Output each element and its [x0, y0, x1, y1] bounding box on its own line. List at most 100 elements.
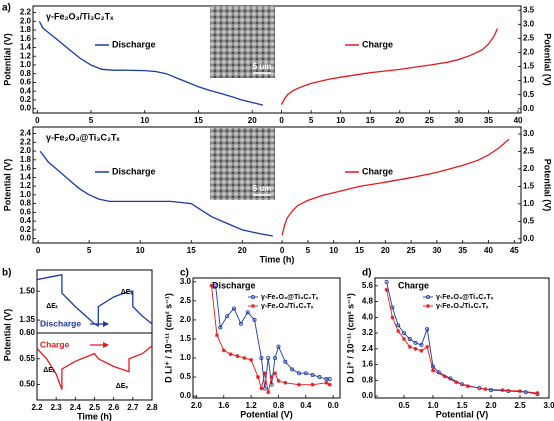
point — [249, 357, 254, 362]
y-tick-label: 0.5 — [180, 372, 192, 381]
y2-axis-label: Potential (V) — [543, 159, 553, 212]
chart-title: γ-Fe₂O₃/Ti₃C₂Tₓ — [46, 11, 114, 21]
point — [535, 391, 540, 396]
point — [238, 321, 243, 326]
point — [430, 364, 435, 369]
point — [419, 348, 424, 353]
sem-image — [210, 6, 275, 78]
point — [303, 371, 308, 376]
series-line — [215, 285, 330, 389]
y-tick-label: 4.8 — [362, 297, 374, 306]
x-axis-label: Time (h) — [260, 254, 295, 264]
point — [419, 342, 424, 347]
y-tick-label: 0.0 — [180, 391, 192, 400]
point — [218, 325, 223, 330]
x-tick-label: 0 — [280, 246, 285, 255]
x-tick-label: 2.7 — [127, 403, 139, 412]
y-tick-label: 2.2 — [20, 8, 32, 17]
point — [266, 390, 271, 395]
point — [276, 344, 281, 349]
x-tick-label: 10 — [136, 246, 145, 255]
x-tick-label: 30 — [432, 246, 441, 255]
x-tick-label: 1.2 — [246, 401, 258, 410]
x-tick-label: 0.8 — [273, 401, 285, 410]
y2-tick-label: 0.0 — [523, 234, 535, 243]
point — [384, 279, 389, 284]
axes-frame — [32, 126, 522, 244]
point — [425, 344, 430, 349]
x-tick-label: 5 — [309, 116, 314, 125]
y-tick-label: 0.55 — [19, 354, 35, 363]
x-tick-label: 0 — [279, 116, 284, 125]
y2-tick-label: 2.0 — [523, 164, 535, 173]
x-tick-label: 15 — [194, 116, 203, 125]
x-tick-label: 0.5 — [398, 401, 410, 410]
y-axis-label: D Li⁺ / 10⁻¹¹ (cm² s⁻¹) — [163, 293, 173, 383]
x-tick-label: 15 — [366, 116, 375, 125]
x-tick-label: 2.0 — [191, 401, 203, 410]
point — [266, 355, 271, 360]
y-tick-label: 1.2 — [20, 181, 32, 190]
x-tick-label: 1.0 — [427, 401, 439, 410]
point — [228, 352, 233, 357]
x-tick-label: 1.5 — [456, 401, 468, 410]
x-tick-label: 25 — [425, 116, 434, 125]
legend-marker — [251, 304, 255, 308]
point — [296, 382, 301, 387]
y-tick-label: 0.0 — [20, 104, 32, 113]
y2-tick-label: 0.5 — [523, 216, 535, 225]
point — [483, 387, 488, 392]
annotation: ΔEₛ — [116, 383, 129, 390]
x-tick-label: 35 — [458, 246, 467, 255]
panel-label: c) — [180, 268, 189, 279]
point — [459, 382, 464, 387]
point — [213, 283, 218, 288]
x-tick-label: 10 — [140, 116, 149, 125]
point — [442, 374, 447, 379]
point — [255, 375, 260, 380]
x-tick-label: 2.6 — [108, 403, 120, 412]
panel-label: b) — [2, 268, 11, 279]
series-label: Charge — [40, 339, 70, 349]
legend-label: γ-Fe₂O₃/Ti₃C₂Tₓ — [261, 303, 314, 310]
y-tick-label: 2.5 — [180, 296, 192, 305]
point — [290, 367, 295, 372]
y-tick-label: 0.8 — [20, 69, 32, 78]
x-tick-label: 30 — [454, 116, 463, 125]
point — [390, 305, 395, 310]
x-tick-label: 20 — [381, 246, 390, 255]
point — [235, 354, 240, 359]
axes-frame — [32, 5, 522, 114]
series-line — [38, 21, 264, 106]
x-tick-label: 40 — [484, 246, 493, 255]
point — [413, 340, 418, 345]
y-tick-label: 0.60 — [19, 328, 35, 337]
x-tick-label: 0 — [36, 246, 41, 255]
y-tick-label: 0.6 — [20, 207, 32, 216]
x-tick-label: 2.2 — [31, 403, 43, 412]
y-tick-label: 0.0 — [362, 391, 374, 400]
x-tick-label: 2.4 — [70, 403, 82, 412]
x-tick-label: 5 — [87, 246, 92, 255]
y-tick-label: 1.6 — [362, 360, 374, 369]
y-axis-label: D Li⁺ / 10⁻¹¹ (cm² s⁻¹) — [345, 293, 355, 383]
y-tick-label: 0.4 — [20, 86, 32, 95]
point — [324, 380, 329, 385]
y2-tick-label: 3.0 — [523, 19, 535, 28]
point — [396, 323, 401, 328]
x-tick-label: 5 — [306, 246, 311, 255]
point — [390, 315, 395, 320]
point — [276, 378, 281, 383]
y2-tick-label: 1.5 — [523, 182, 535, 191]
x-tick-label: 10 — [329, 246, 338, 255]
x-axis-label: Potential (V) — [436, 409, 489, 419]
y-tick-label: 0.0 — [20, 234, 32, 243]
point — [518, 389, 522, 394]
x-tick-label: 3.0 — [543, 401, 554, 410]
y2-tick-label: 0.5 — [523, 90, 535, 99]
y-tick-label: 1.8 — [20, 25, 32, 34]
y-tick-label: 1.6 — [20, 164, 32, 173]
x-tick-label: 10 — [336, 116, 345, 125]
point — [214, 333, 219, 338]
chart-title: Charge — [398, 280, 429, 290]
